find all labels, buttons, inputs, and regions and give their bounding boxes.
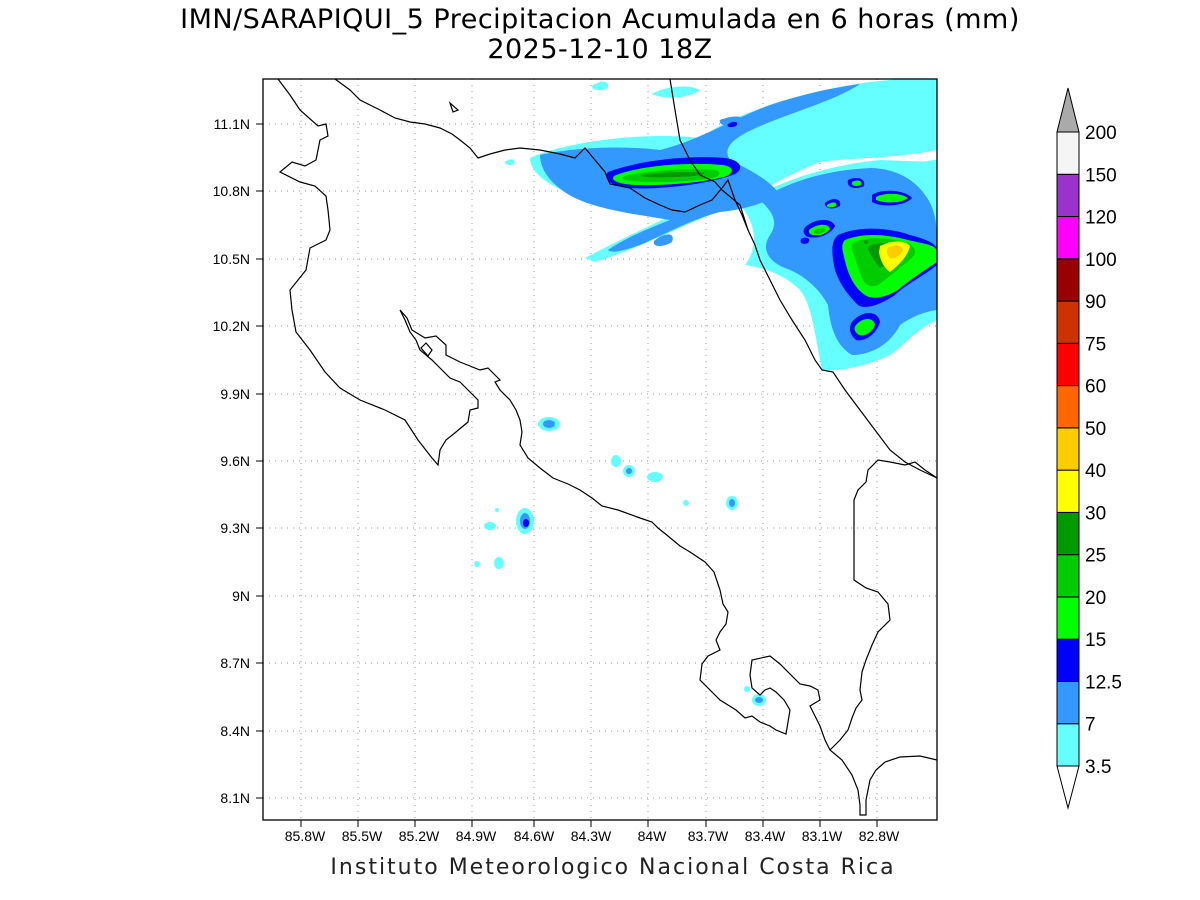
colorbar-label: 150 [1085,165,1117,186]
lon-label: 83.4W [745,828,786,844]
lon-label: 85.8W [285,828,326,844]
map-subtitle-date: 2025-12-10 18Z [487,34,713,65]
colorbar-label: 100 [1085,250,1117,271]
lon-label: 84.9W [456,828,497,844]
lon-label: 82.8W [859,828,900,844]
colorbar-label: 30 [1085,503,1106,524]
lat-label: 11.1N [214,116,250,132]
colorbar-swatch [1056,469,1080,513]
colorbar-swatch [1056,300,1080,344]
colorbar-label: 20 [1085,588,1106,609]
colorbar-swatch [1056,258,1080,302]
lon-label: 85.5W [342,828,383,844]
lat-label: 9N [232,588,250,604]
lat-label: 10.2N [213,318,250,334]
colorbar-swatch [1056,427,1080,471]
map-frame [262,78,938,821]
lat-label: 8.7N [220,655,250,671]
colorbar-label: 40 [1085,461,1106,482]
colorbar-label: 12.5 [1085,672,1122,693]
colorbar: 3.5 7 12.5 15 20 25 30 40 50 60 75 90 100 120 150 200 [1056,87,1122,810]
axis-ticks [256,123,878,827]
lon-label: 84W [638,828,668,844]
lon-label: 83.1W [802,828,843,844]
colorbar-label: 15 [1085,630,1106,651]
lat-label: 10.8N [213,183,250,199]
colorbar-swatch [1056,173,1080,218]
colorbar-swatch [1056,342,1080,387]
colorbar-label: 50 [1085,419,1106,440]
colorbar-swatch [1056,511,1080,556]
colorbar-swatch [1056,723,1080,767]
precipitation-field [474,79,937,706]
lat-label: 10.5N [213,251,250,267]
colorbar-label: 7 [1085,715,1096,736]
colorbar-label: 3.5 [1085,757,1111,778]
colorbar-label: 200 [1085,123,1117,144]
colorbar-swatch [1056,638,1080,682]
lat-label: 9.3N [220,520,250,536]
lon-label: 84.6W [514,828,555,844]
colorbar-swatch [1056,680,1080,725]
map-title: IMN/SARAPIQUI_5 Precipitacion Acumulada … [180,4,1020,35]
colorbar-top-arrow [1056,87,1080,133]
colorbar-swatch [1056,554,1080,598]
colorbar-bottom-arrow [1056,765,1080,810]
lon-label: 83.7W [688,828,729,844]
colorbar-swatch [1056,596,1080,640]
lat-label: 9.9N [220,386,250,402]
lat-label: 9.6N [220,453,250,469]
lon-label: 84.3W [571,828,612,844]
colorbar-label: 75 [1085,334,1106,355]
colorbar-label: 60 [1085,377,1106,398]
colorbar-swatch [1056,385,1080,429]
colorbar-label: 90 [1085,292,1106,313]
lon-label: 85.2W [399,828,440,844]
colorbar-label: 120 [1085,208,1117,229]
colorbar-swatch [1056,131,1080,175]
footer-credit: Instituto Meteorologico Nacional Costa R… [330,855,896,880]
lat-label: 8.4N [220,723,250,739]
colorbar-label: 25 [1085,546,1106,567]
colorbar-swatch [1056,216,1080,260]
lat-label: 8.1N [220,790,250,806]
coastline-borders [277,79,937,816]
